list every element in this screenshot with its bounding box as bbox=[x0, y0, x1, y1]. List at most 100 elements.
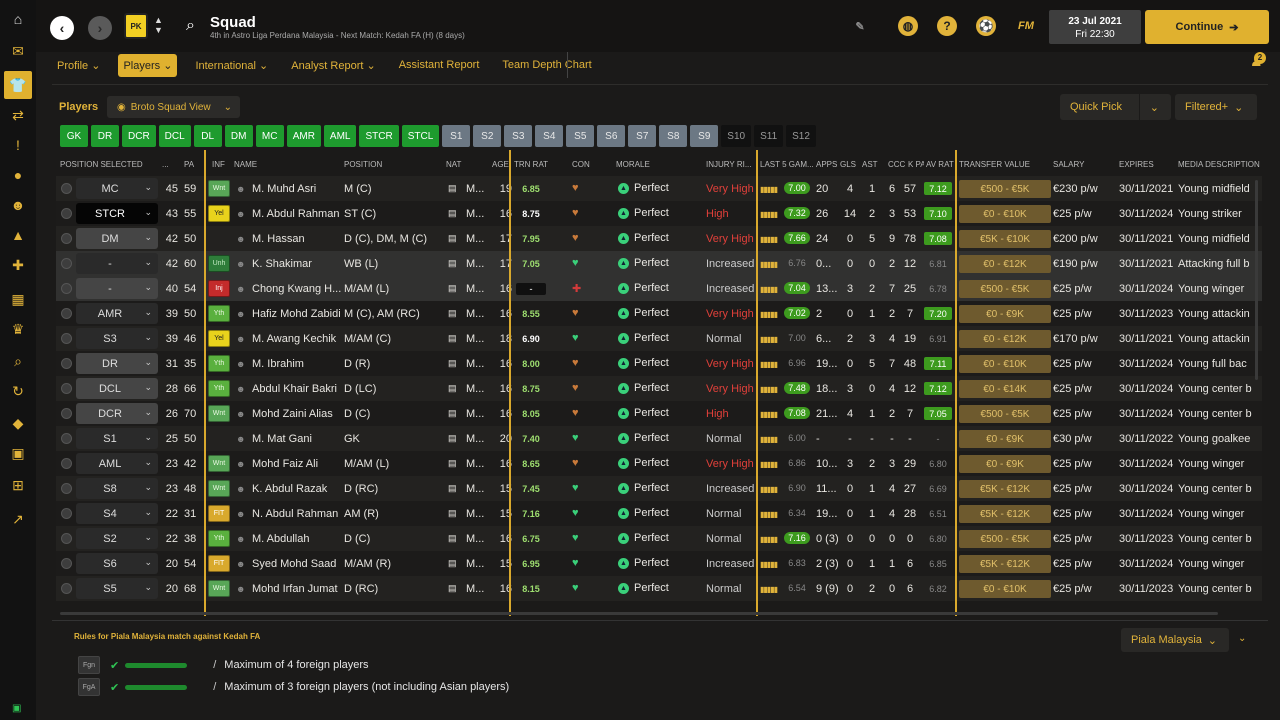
position-filter-dm[interactable]: DM bbox=[224, 125, 253, 147]
position-filter-s10[interactable]: S10 bbox=[721, 125, 752, 147]
quick-pick-button[interactable]: Quick Pick ⌄ bbox=[1060, 94, 1171, 120]
position-filter-stcl[interactable]: STCL bbox=[401, 125, 440, 147]
position-filter-s2[interactable]: S2 bbox=[473, 125, 502, 147]
row-select-checkbox[interactable] bbox=[61, 333, 72, 344]
row-select-checkbox[interactable] bbox=[61, 583, 72, 594]
notification-bell-icon[interactable]: ♟2 bbox=[1250, 52, 1266, 70]
column-header[interactable]: CON bbox=[572, 160, 590, 169]
player-name[interactable]: Mohd Irfan Jumat bbox=[252, 582, 338, 595]
position-filter-dr[interactable]: DR bbox=[91, 125, 119, 147]
club-info-icon[interactable]: ◆ bbox=[12, 414, 24, 431]
player-name[interactable]: Mohd Zaini Alias bbox=[252, 407, 333, 420]
column-header[interactable]: CCC bbox=[888, 160, 906, 169]
medical-icon[interactable]: ✚ bbox=[12, 256, 24, 273]
edit-icon[interactable]: ✎ bbox=[855, 20, 865, 33]
position-selected-dropdown[interactable]: MC ⌄ bbox=[76, 178, 158, 199]
column-header[interactable]: NAME bbox=[234, 160, 258, 169]
row-select-checkbox[interactable] bbox=[61, 483, 72, 494]
player-status-badge[interactable]: Wnt bbox=[208, 480, 230, 497]
position-selected-dropdown[interactable]: - ⌄ bbox=[76, 253, 158, 274]
position-filter-s5[interactable]: S5 bbox=[566, 125, 595, 147]
tab-profile[interactable]: Profile ⌄ bbox=[57, 59, 101, 72]
column-header[interactable]: NAT bbox=[446, 160, 462, 169]
club-badge[interactable]: PK bbox=[124, 13, 148, 39]
row-select-checkbox[interactable] bbox=[61, 233, 72, 244]
column-header[interactable]: AGE bbox=[492, 160, 509, 169]
help-icon[interactable]: ? bbox=[937, 16, 957, 36]
row-select-checkbox[interactable] bbox=[61, 308, 72, 319]
row-select-checkbox[interactable] bbox=[61, 458, 72, 469]
globe-icon[interactable]: ◍ bbox=[898, 16, 918, 36]
player-name[interactable]: K. Shakimar bbox=[252, 257, 312, 270]
row-select-checkbox[interactable] bbox=[61, 533, 72, 544]
position-selected-dropdown[interactable]: DM ⌄ bbox=[76, 228, 158, 249]
finances-icon[interactable]: ▣ bbox=[11, 444, 25, 461]
position-selected-dropdown[interactable]: S8 ⌄ bbox=[76, 478, 158, 499]
position-selected-dropdown[interactable]: DCR ⌄ bbox=[76, 403, 158, 424]
search-player-icon[interactable]: ⌕ bbox=[14, 352, 22, 369]
position-filter-dcl[interactable]: DCL bbox=[158, 125, 191, 147]
squad-shirt-icon[interactable]: 👕 bbox=[4, 71, 32, 99]
tab-players[interactable]: Players ⌄ bbox=[118, 53, 178, 77]
position-filter-s7[interactable]: S7 bbox=[628, 125, 657, 147]
player-name[interactable]: K. Abdul Razak bbox=[252, 482, 328, 495]
column-header[interactable]: ... bbox=[162, 160, 169, 169]
row-select-checkbox[interactable] bbox=[61, 508, 72, 519]
horizontal-scrollbar[interactable] bbox=[60, 612, 1218, 615]
row-select-checkbox[interactable] bbox=[61, 358, 72, 369]
table-row[interactable]: S8 ⌄ 23 48 Wnt ☻ K. Abdul Razak D (RC) ▤ … bbox=[56, 476, 1262, 501]
position-filter-s8[interactable]: S8 bbox=[659, 125, 688, 147]
column-header[interactable]: EXPIRES bbox=[1119, 160, 1154, 169]
table-row[interactable]: AMR ⌄ 39 50 Yth ☻ Hafiz Mohd Zabidi M (C)… bbox=[56, 301, 1262, 326]
position-selected-dropdown[interactable]: S2 ⌄ bbox=[76, 528, 158, 549]
continue-button[interactable]: Continue ➔ bbox=[1145, 10, 1269, 44]
row-select-checkbox[interactable] bbox=[61, 383, 72, 394]
table-row[interactable]: MC ⌄ 45 59 Wnt ☻ M. Muhd Asri M (C) ▤ M..… bbox=[56, 176, 1262, 201]
column-header[interactable]: INJURY RI... bbox=[706, 160, 752, 169]
vertical-scrollbar[interactable] bbox=[1255, 180, 1258, 380]
column-header[interactable]: TRANSFER VALUE bbox=[959, 160, 1030, 169]
row-select-checkbox[interactable] bbox=[61, 283, 72, 294]
tab-international[interactable]: International ⌄ bbox=[195, 59, 269, 72]
inbox-icon[interactable]: ✉ bbox=[12, 42, 24, 59]
column-header[interactable]: INF bbox=[212, 160, 225, 169]
column-header[interactable]: MORALE bbox=[616, 160, 650, 169]
row-select-checkbox[interactable] bbox=[61, 408, 72, 419]
dev-centre-icon[interactable]: ⊞ bbox=[12, 476, 24, 493]
column-header[interactable]: APPS bbox=[816, 160, 838, 169]
player-status-badge[interactable]: Yel bbox=[208, 330, 230, 347]
player-name[interactable]: Hafiz Mohd Zabidi bbox=[252, 307, 341, 320]
position-filter-amr[interactable]: AMR bbox=[286, 125, 321, 147]
scouting-icon[interactable]: ▲ bbox=[11, 227, 25, 243]
position-filter-s3[interactable]: S3 bbox=[504, 125, 533, 147]
home-icon[interactable]: ⌂ bbox=[13, 11, 23, 27]
position-selected-dropdown[interactable]: AMR ⌄ bbox=[76, 303, 158, 324]
player-status-badge[interactable]: Yth bbox=[208, 305, 230, 322]
table-row[interactable]: DCR ⌄ 26 70 Wnt ☻ Mohd Zaini Alias D (C) … bbox=[56, 401, 1262, 426]
column-header[interactable]: POSITION SELECTED bbox=[60, 160, 143, 169]
row-select-checkbox[interactable] bbox=[61, 433, 72, 444]
column-header[interactable]: POSITION bbox=[344, 160, 383, 169]
football-icon[interactable]: ⚽ bbox=[976, 16, 996, 36]
player-status-badge[interactable]: Yel bbox=[208, 205, 230, 222]
player-name[interactable]: Mohd Faiz Ali bbox=[252, 457, 319, 470]
column-header[interactable]: PA bbox=[184, 160, 195, 169]
position-selected-dropdown[interactable]: S1 ⌄ bbox=[76, 428, 158, 449]
player-status-badge[interactable]: Wnt bbox=[208, 455, 230, 472]
player-name[interactable]: M. Mat Gani bbox=[252, 432, 312, 445]
back-button[interactable]: ‹ bbox=[50, 16, 74, 40]
player-name[interactable]: M. Abdullah bbox=[252, 532, 310, 545]
player-status-badge[interactable]: Wnt bbox=[208, 180, 230, 197]
player-name[interactable]: Abdul Khair Bakri bbox=[252, 382, 337, 395]
position-selected-dropdown[interactable]: STCR ⌄ bbox=[76, 203, 158, 224]
column-header[interactable]: SALARY bbox=[1053, 160, 1085, 169]
table-row[interactable]: - ⌄ 40 54 Inj ☻ Chong Kwang H... M/AM (L)… bbox=[56, 276, 1262, 301]
position-filter-mc[interactable]: MC bbox=[255, 125, 284, 147]
player-status-badge[interactable]: Yth bbox=[208, 355, 230, 372]
position-selected-dropdown[interactable]: S4 ⌄ bbox=[76, 503, 158, 524]
player-name[interactable]: M. Muhd Asri bbox=[252, 182, 317, 195]
table-row[interactable]: - ⌄ 42 60 Unh ☻ K. Shakimar WB (L) ▤ M...… bbox=[56, 251, 1262, 276]
game-date[interactable]: 23 Jul 2021 Fri 22:30 bbox=[1049, 10, 1141, 44]
player-status-badge[interactable]: Yth bbox=[208, 530, 230, 547]
position-filter-s9[interactable]: S9 bbox=[690, 125, 719, 147]
